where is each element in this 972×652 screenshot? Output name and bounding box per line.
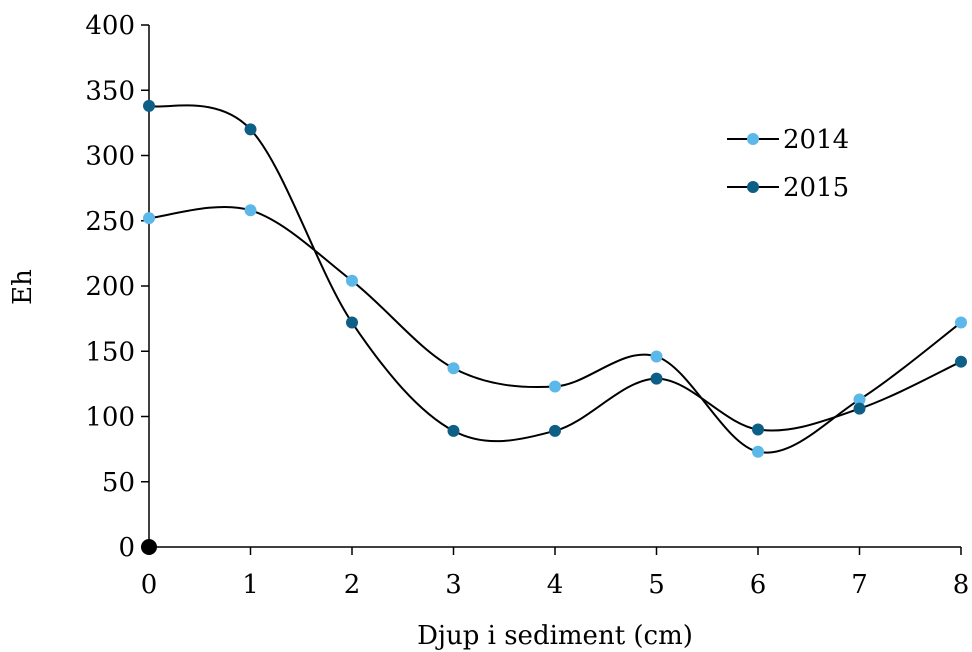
y-tick-label: 250 <box>85 207 135 237</box>
series-line-2015 <box>148 104 962 443</box>
data-point-2014 <box>955 316 967 329</box>
y-tick-label: 400 <box>85 11 135 41</box>
x-tick-label: 6 <box>750 570 767 600</box>
data-point-2014 <box>346 274 358 287</box>
origin-marker <box>141 539 157 555</box>
y-tick-label: 200 <box>85 272 135 302</box>
x-tick-label: 4 <box>547 570 564 600</box>
x-tick-label: 5 <box>648 570 665 600</box>
data-point-2015 <box>143 99 155 112</box>
legend-item-2015: 2015 <box>727 173 849 203</box>
x-tick-label: 7 <box>851 570 868 600</box>
data-point-2015 <box>650 372 663 385</box>
data-point-2015 <box>853 402 866 415</box>
legend-item-2014: 2014 <box>727 125 849 155</box>
series-layer <box>143 99 967 458</box>
data-point-2014 <box>752 445 764 458</box>
data-point-2015 <box>346 316 358 329</box>
data-point-2014 <box>650 350 663 363</box>
data-point-2014 <box>244 204 257 217</box>
axes: 0 50 100 150 200 250 300 350 400 0 1 2 3 4 5 6 7 8 <box>85 11 969 600</box>
data-point-2015 <box>955 355 967 368</box>
y-tick-label: 100 <box>85 403 135 433</box>
x-tick-label: 1 <box>242 570 259 600</box>
legend-marker-2014 <box>747 133 759 145</box>
data-point-2014 <box>447 362 460 375</box>
x-tick-label: 8 <box>953 570 970 600</box>
data-point-2014 <box>549 380 561 393</box>
data-point-2015 <box>447 424 460 437</box>
x-axis-title: Djup i sediment (cm) <box>417 621 693 651</box>
legend-label-2015: 2015 <box>783 173 849 203</box>
data-point-2014 <box>143 212 155 225</box>
y-tick-label: 150 <box>85 337 135 367</box>
data-point-2015 <box>549 424 561 437</box>
data-point-2015 <box>244 123 257 136</box>
x-tick-label: 0 <box>141 570 158 600</box>
legend-label-2014: 2014 <box>783 125 849 155</box>
data-point-2014 <box>853 393 866 406</box>
x-tick-label: 2 <box>344 570 361 600</box>
y-tick-label: 50 <box>102 468 135 498</box>
legend-marker-2015 <box>747 181 759 193</box>
y-tick-label: 0 <box>118 533 135 563</box>
legend: 2014 2015 <box>727 125 849 203</box>
y-tick-label: 350 <box>85 76 135 106</box>
x-tick-label: 3 <box>445 570 462 600</box>
y-axis-title: Eh <box>8 269 38 305</box>
y-tick-label: 300 <box>85 142 135 172</box>
data-point-2015 <box>752 423 764 436</box>
series-2015 <box>143 99 967 443</box>
series-2014 <box>143 204 967 458</box>
